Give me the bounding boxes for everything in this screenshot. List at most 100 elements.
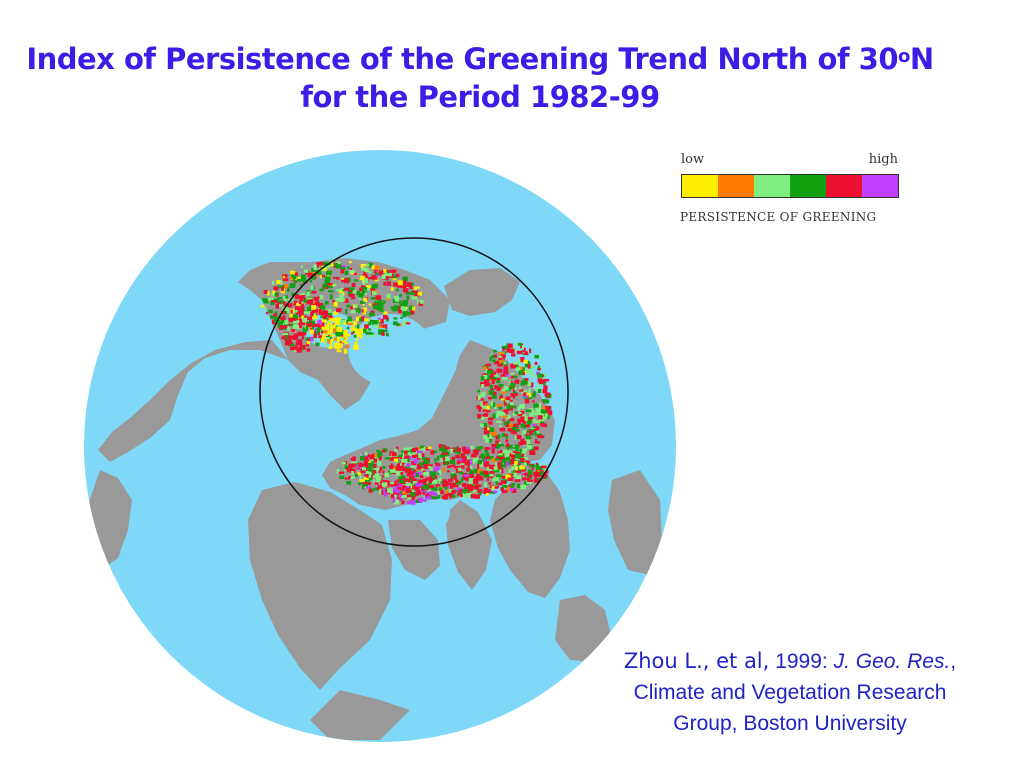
greening-pixel bbox=[328, 336, 332, 340]
greening-pixel bbox=[534, 478, 540, 483]
greening-pixel bbox=[513, 375, 518, 379]
greening-pixel bbox=[422, 481, 427, 485]
greening-pixel bbox=[497, 363, 503, 367]
greening-pixel bbox=[473, 485, 480, 490]
greening-pixel bbox=[295, 272, 298, 277]
greening-pixel bbox=[470, 445, 474, 449]
greening-pixel bbox=[489, 427, 495, 432]
greening-pixel bbox=[480, 376, 485, 381]
greening-pixel bbox=[537, 368, 541, 371]
greening-pixel bbox=[444, 486, 448, 490]
greening-pixel bbox=[483, 459, 487, 464]
greening-pixel bbox=[501, 468, 504, 473]
greening-pixel bbox=[472, 453, 477, 458]
greening-pixel bbox=[524, 462, 528, 466]
greening-pixel bbox=[309, 320, 316, 324]
greening-pixel bbox=[402, 302, 408, 307]
greening-pixel bbox=[512, 413, 518, 416]
greening-pixel bbox=[491, 378, 497, 381]
greening-pixel bbox=[284, 335, 287, 340]
greening-pixel bbox=[416, 300, 420, 305]
greening-pixel bbox=[335, 333, 341, 337]
greening-pixel bbox=[425, 491, 428, 495]
greening-pixel bbox=[513, 431, 517, 435]
greening-pixel bbox=[390, 467, 396, 470]
greening-pixel bbox=[505, 461, 509, 466]
greening-pixel bbox=[393, 295, 399, 300]
title-line-1: Index of Persistence of the Greening Tre… bbox=[26, 42, 934, 76]
greening-pixel bbox=[509, 383, 516, 388]
greening-pixel bbox=[300, 310, 304, 316]
greening-pixel bbox=[302, 317, 308, 323]
greening-pixel bbox=[306, 323, 312, 328]
greening-pixel bbox=[300, 295, 305, 300]
greening-pixel bbox=[489, 357, 492, 361]
greening-pixel bbox=[389, 457, 395, 461]
greening-pixel bbox=[366, 474, 370, 478]
greening-pixel bbox=[307, 299, 312, 304]
greening-pixel bbox=[380, 309, 385, 313]
greening-pixel bbox=[316, 323, 321, 327]
greening-pixel bbox=[527, 363, 531, 369]
greening-pixel bbox=[469, 481, 475, 485]
greening-pixel bbox=[311, 308, 316, 313]
legend-swatch-3 bbox=[754, 175, 790, 197]
greening-pixel bbox=[268, 309, 273, 314]
greening-pixel bbox=[287, 287, 290, 292]
greening-pixel bbox=[296, 347, 302, 353]
greening-pixel bbox=[427, 496, 432, 500]
greening-pixel bbox=[377, 308, 382, 312]
alaska-land bbox=[238, 262, 312, 300]
greening-pixel bbox=[496, 404, 503, 407]
greening-pixel bbox=[382, 329, 388, 332]
greening-pixel bbox=[403, 288, 409, 293]
greening-pixel bbox=[399, 303, 403, 307]
arctic-ocean bbox=[348, 314, 432, 386]
greening-pixel bbox=[347, 266, 350, 269]
greening-pixel bbox=[325, 308, 332, 313]
greening-pixel bbox=[333, 276, 336, 279]
greening-pixel bbox=[447, 478, 452, 482]
greening-pixel bbox=[309, 329, 314, 335]
greening-pixel bbox=[515, 364, 519, 369]
greening-pixel bbox=[429, 491, 433, 496]
greening-pixel bbox=[436, 484, 441, 487]
greening-pixel bbox=[508, 380, 512, 386]
greening-pixel bbox=[280, 325, 286, 329]
greening-pixel bbox=[363, 455, 369, 461]
greening-pixel bbox=[518, 441, 524, 446]
greening-pixel bbox=[373, 304, 378, 310]
greening-pixel bbox=[394, 456, 400, 459]
greening-pixel bbox=[344, 270, 349, 275]
greening-pixel bbox=[287, 335, 294, 339]
greening-pixel bbox=[529, 450, 536, 455]
greening-pixel bbox=[361, 267, 368, 271]
greening-pixel bbox=[405, 488, 411, 494]
greening-pixel bbox=[371, 488, 375, 492]
greening-pixel bbox=[357, 324, 360, 329]
greening-pixel bbox=[382, 470, 385, 474]
greening-pixel bbox=[470, 457, 476, 462]
greening-pixel bbox=[534, 441, 541, 444]
greening-pixel bbox=[482, 405, 487, 409]
greening-pixel bbox=[530, 464, 536, 468]
greening-pixel bbox=[325, 344, 328, 348]
greening-pixel bbox=[456, 470, 462, 473]
greening-pixel bbox=[464, 462, 470, 466]
greening-pixel bbox=[495, 440, 501, 444]
greening-pixel bbox=[513, 361, 519, 365]
greening-pixel bbox=[522, 475, 526, 481]
greening-pixel bbox=[344, 465, 349, 470]
greening-pixel bbox=[515, 475, 521, 479]
greening-pixel bbox=[393, 492, 397, 495]
greening-pixel bbox=[284, 308, 290, 313]
greening-pixel bbox=[353, 345, 359, 350]
greening-pixel bbox=[369, 288, 376, 291]
greening-pixel bbox=[294, 300, 298, 306]
greening-pixel bbox=[501, 376, 508, 381]
greening-pixel bbox=[524, 439, 531, 445]
greening-pixel bbox=[322, 267, 328, 272]
greening-pixel bbox=[392, 308, 399, 312]
greening-pixel bbox=[406, 471, 410, 477]
greening-pixel bbox=[505, 452, 509, 457]
